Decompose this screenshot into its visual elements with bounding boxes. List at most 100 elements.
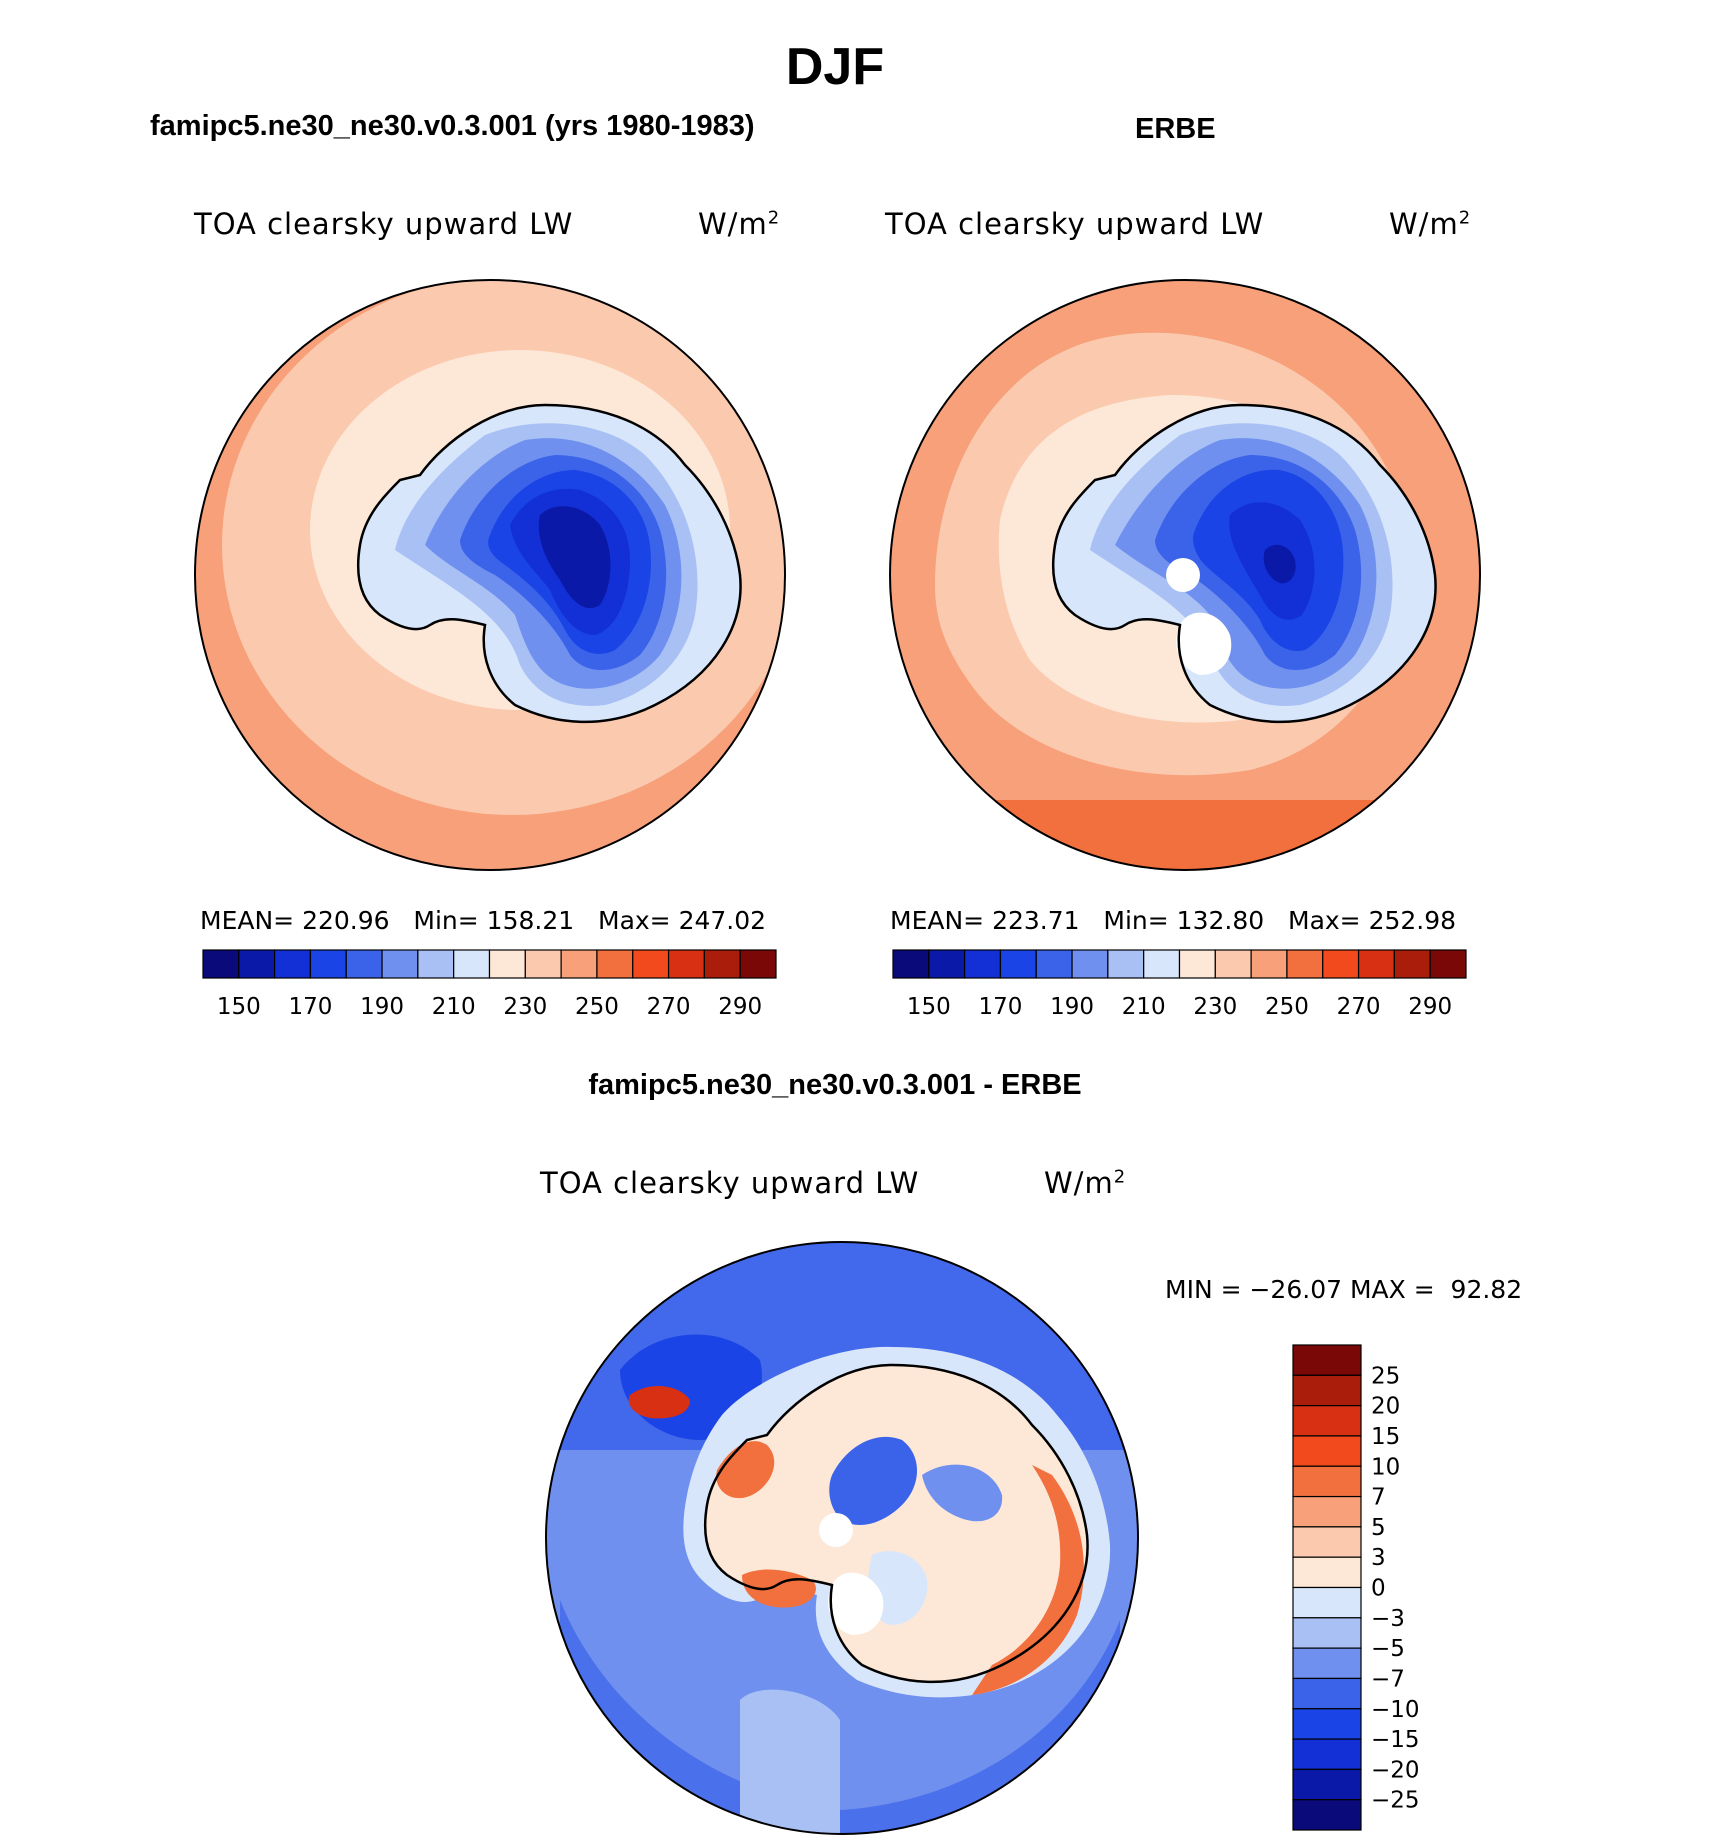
panel1-colorbar-box (345, 949, 383, 979)
panel3-colorbar-tick-label: 20 (1371, 1394, 1400, 1420)
panel2-max: 252.98 (1368, 906, 1457, 935)
panel1-colorbar-box (202, 949, 240, 979)
panel2-colorbar-box (1107, 949, 1145, 979)
panel3-colorbar-tick-label: −25 (1371, 1788, 1420, 1814)
panel1-map (195, 280, 785, 870)
panel2-colorbar-tick-label: 170 (978, 994, 1022, 1020)
panel1-colorbar-box (488, 949, 526, 979)
panel2-colorbar-box (1071, 949, 1109, 979)
panel1-colorbar-box (417, 949, 455, 979)
panel2-colorbar-box (999, 949, 1037, 979)
panel3-colorbar-tick-label: −10 (1371, 1697, 1420, 1723)
panel3-colorbar-box (1292, 1617, 1362, 1649)
panel2-colorbar-box (1214, 949, 1252, 979)
panel2-colorbar-box (892, 949, 930, 979)
panel2-stats: MEAN= 223.71 Min= 132.80 Max= 252.98 (890, 906, 1456, 935)
panel3-colorbar-tick-label: 7 (1371, 1485, 1386, 1511)
panel3-colorbar-tick-label: 0 (1371, 1576, 1386, 1602)
panel1-colorbar-box (667, 949, 705, 979)
obs-panel-title: ERBE (1135, 113, 1216, 145)
panel1-units-base: W/m (698, 207, 768, 241)
panel2-variable: TOA clearsky upward LW (885, 207, 1265, 241)
panel3-colorbar-tick-label: −20 (1371, 1757, 1420, 1783)
panel2-colorbar-box (1143, 949, 1181, 979)
panel3-colorbar-box (1292, 1586, 1362, 1619)
panel3-colorbar-box (1292, 1677, 1362, 1710)
panel1-colorbar-tick-label: 230 (503, 994, 547, 1020)
panel3-colorbar-box (1292, 1799, 1362, 1831)
panel2-colorbar-box (928, 949, 966, 979)
panel1-colorbar-box (274, 949, 312, 979)
panel3-colorbar-tick-label: 25 (1371, 1363, 1400, 1389)
panel2-colorbar-box (1178, 949, 1216, 979)
panel3-colorbar-box (1292, 1738, 1362, 1770)
panel3-map (546, 1242, 1138, 1834)
panel1-max-label: Max= (598, 906, 671, 935)
panel2-colorbar-tick-label: 190 (1050, 994, 1094, 1020)
panel1-colorbar-tick-label: 270 (647, 994, 691, 1020)
panel3-colorbar-box (1292, 1435, 1362, 1467)
panel2-colorbar: 150 170 190 210 230 250 270 290 (892, 949, 1467, 1020)
panel3-colorbar-tick-label: 3 (1371, 1545, 1386, 1571)
panel2-colorbar-box (1357, 949, 1395, 979)
panel1-units: W/m2 (698, 207, 780, 241)
panel2-colorbar-tick-label: 270 (1337, 994, 1381, 1020)
panel1-colorbar-box (596, 949, 634, 979)
panel2-units: W/m2 (1389, 207, 1471, 241)
panel2-colorbar-box (1322, 949, 1360, 979)
panel3-variable: TOA clearsky upward LW (540, 1166, 920, 1200)
diff-panel-title: famipc5.ne30_ne30.v0.3.001 - ERBE (588, 1069, 1082, 1101)
panel2-colorbar-box (1286, 949, 1324, 979)
panel3-colorbar-tick-label: −5 (1371, 1636, 1405, 1662)
panel3-colorbar-tick-label: −3 (1371, 1606, 1405, 1632)
panel3-colorbar-box (1292, 1465, 1362, 1498)
panel1-colorbar-tick-label: 150 (217, 994, 261, 1020)
panel3-colorbar-tick-label: −7 (1371, 1666, 1405, 1692)
panel3-colorbar-tick-label: 10 (1371, 1454, 1400, 1480)
panel3-colorbar-tick-label: 5 (1371, 1515, 1386, 1541)
panel1-colorbar-box (381, 949, 419, 979)
panel1-colorbar-box (632, 949, 670, 979)
panel3-units: W/m2 (1044, 1166, 1126, 1200)
panel2-min-label: Min= (1103, 906, 1169, 935)
panel2-mean: 223.71 (992, 906, 1080, 935)
panel1-colorbar-tick-label: 170 (288, 994, 332, 1020)
panel1-max: 247.02 (678, 906, 767, 935)
panel3-colorbar-box (1292, 1647, 1362, 1680)
panel2-colorbar-tick-label: 230 (1193, 994, 1237, 1020)
panel1-colorbar-box (309, 949, 347, 979)
panel1-mean: 220.96 (302, 906, 390, 935)
panel3-colorbar-box (1292, 1708, 1362, 1740)
panel3-colorbar-tick-label: −15 (1371, 1727, 1420, 1753)
panel2-min: 132.80 (1176, 906, 1265, 935)
panel1-map-border (194, 279, 786, 871)
panel1-colorbar-tick-label: 290 (718, 994, 762, 1020)
panel2-colorbar-box (964, 949, 1002, 979)
panel1-min-label: Min= (413, 906, 479, 935)
panel1-colorbar-box (703, 949, 741, 979)
test-panel-title: famipc5.ne30_ne30.v0.3.001 (yrs 1980-198… (150, 110, 755, 142)
panel3-colorbar: 25 20 15 10 7 5 3 0 −3 −5 −7 −10 −15 −20 −25 (1292, 1344, 1420, 1831)
panel3-colorbar-box (1292, 1556, 1362, 1589)
panel1-stats: MEAN= 220.96 Min= 158.21 Max= 247.02 (200, 906, 766, 935)
panel1-variable: TOA clearsky upward LW (194, 207, 574, 241)
panel3-colorbar-tick-label: 15 (1371, 1424, 1400, 1450)
panel1-colorbar-box (238, 949, 276, 979)
panel1-colorbar-box (453, 949, 491, 979)
panel2-colorbar-tick-label: 150 (907, 994, 951, 1020)
panel3-colorbar-box (1292, 1526, 1362, 1558)
panel3-colorbar-box (1292, 1344, 1362, 1376)
panel3-units-exp: 2 (1113, 1166, 1127, 1188)
panel2-colorbar-box (1035, 949, 1073, 979)
panel2-colorbar-tick-label: 250 (1265, 994, 1309, 1020)
panel1-min: 158.21 (486, 906, 575, 935)
panel1-colorbar-tick-label: 210 (432, 994, 476, 1020)
panel3-units-base: W/m (1044, 1166, 1114, 1200)
panel1-units-exp: 2 (767, 207, 781, 229)
panel1-colorbar-box (524, 949, 562, 979)
panel2-colorbar-box (1393, 949, 1431, 979)
panel2-max-label: Max= (1288, 906, 1361, 935)
panel2-colorbar-tick-label: 290 (1408, 994, 1452, 1020)
panel2-colorbar-tick-label: 210 (1122, 994, 1166, 1020)
panel2-units-base: W/m (1389, 207, 1459, 241)
